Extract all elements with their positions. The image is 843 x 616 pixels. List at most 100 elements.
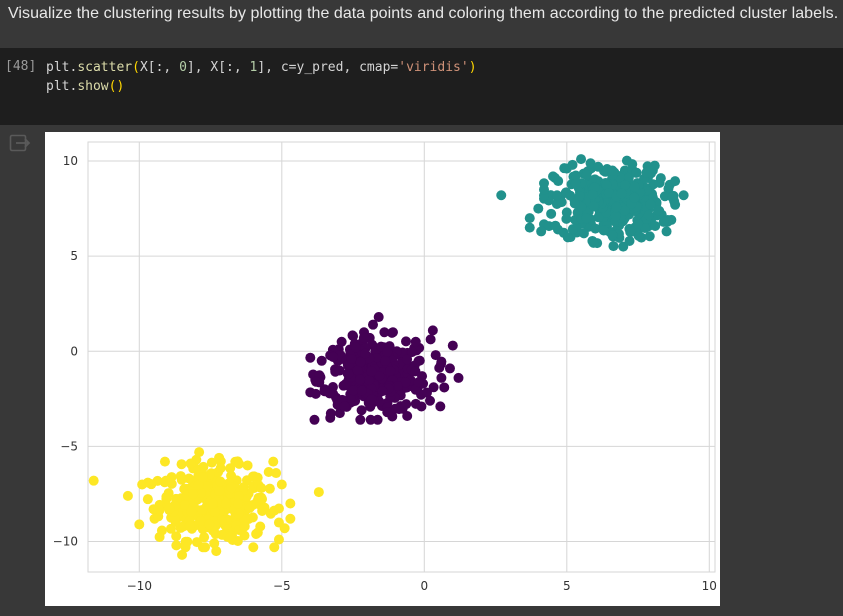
data-point-cluster-0	[316, 355, 327, 366]
plot-frame	[87, 141, 716, 573]
data-point-cluster-1	[607, 165, 618, 176]
data-point-cluster-2	[122, 490, 133, 501]
data-point-cluster-2	[247, 471, 258, 482]
scatter-chart-svg: −10 −5 0 5 10 −10 −5 0 5 10	[53, 141, 717, 593]
data-point-cluster-2	[171, 531, 182, 542]
data-point-cluster-2	[209, 507, 220, 518]
data-point-cluster-2	[206, 457, 217, 468]
data-point-cluster-2	[226, 482, 237, 493]
data-point-cluster-1	[598, 225, 609, 236]
data-point-cluster-1	[616, 188, 627, 199]
y-tick-label: 5	[70, 249, 78, 263]
data-point-cluster-1	[625, 226, 636, 237]
data-point-cluster-0	[358, 332, 369, 343]
data-point-cluster-0	[371, 352, 382, 363]
data-point-cluster-2	[225, 532, 236, 543]
data-point-cluster-2	[263, 467, 274, 478]
data-point-cluster-2	[176, 459, 187, 470]
data-point-cluster-1	[553, 176, 564, 187]
data-point-cluster-0	[402, 354, 413, 365]
data-point-cluster-1	[574, 190, 585, 201]
data-point-cluster-0	[387, 327, 398, 338]
data-point-cluster-2	[221, 498, 232, 509]
data-point-cluster-1	[587, 189, 598, 200]
data-point-cluster-0	[346, 354, 357, 364]
output-redirect-icon[interactable]	[9, 134, 31, 152]
data-point-cluster-1	[645, 199, 656, 210]
data-point-cluster-0	[410, 336, 421, 347]
data-point-cluster-2	[285, 498, 296, 509]
data-point-cluster-2	[171, 540, 182, 551]
data-point-cluster-2	[176, 474, 187, 485]
data-point-cluster-2	[258, 504, 269, 515]
data-point-cluster-0	[401, 336, 412, 347]
data-point-cluster-2	[161, 491, 172, 502]
data-point-cluster-0	[434, 362, 445, 373]
data-point-cluster-1	[611, 202, 622, 213]
x-tick-label: 0	[420, 579, 428, 593]
data-point-cluster-2	[269, 542, 280, 553]
data-point-cluster-0	[377, 386, 388, 397]
scatter-plot: −10 −5 0 5 10 −10 −5 0 5 10	[45, 132, 720, 606]
data-point-cluster-1	[562, 232, 573, 243]
data-point-cluster-2	[215, 463, 226, 474]
data-point-cluster-1	[567, 224, 578, 235]
data-point-cluster-2	[225, 463, 236, 474]
data-point-cluster-1	[546, 208, 557, 219]
data-point-cluster-2	[215, 476, 226, 487]
data-point-cluster-2	[233, 498, 244, 509]
data-point-cluster-1	[539, 184, 549, 195]
data-point-cluster-1	[565, 190, 576, 201]
data-point-cluster-2	[268, 456, 279, 467]
data-point-cluster-0	[336, 336, 347, 347]
data-point-cluster-1	[667, 192, 678, 203]
code-editor[interactable]: plt.scatter(X[:, 0], X[:, 1], c=y_pred, …	[46, 58, 477, 96]
code-line: plt.show()	[46, 79, 125, 94]
data-point-cluster-0	[356, 385, 367, 396]
data-point-cluster-0	[447, 340, 458, 351]
data-point-cluster-0	[430, 350, 441, 361]
data-point-cluster-1	[593, 212, 604, 223]
markdown-text: Visualize the clustering results by plot…	[8, 5, 839, 22]
y-tick-label: 0	[70, 344, 78, 358]
data-point-cluster-0	[414, 355, 425, 366]
data-point-cluster-0	[360, 348, 371, 359]
data-point-cluster-2	[214, 452, 225, 463]
data-point-cluster-2	[161, 475, 172, 486]
data-point-cluster-0	[339, 401, 350, 412]
markdown-cell: Visualize the clustering results by plot…	[0, 0, 843, 48]
data-point-cluster-0	[310, 388, 321, 399]
data-point-cluster-1	[581, 169, 592, 180]
data-point-cluster-0	[311, 376, 321, 387]
code-cell[interactable]: [48] plt.scatter(X[:, 0], X[:, 1], c=y_p…	[0, 48, 843, 125]
data-point-cluster-1	[585, 158, 596, 169]
data-point-cluster-2	[204, 519, 215, 530]
data-point-cluster-2	[251, 528, 262, 539]
data-point-cluster-0	[382, 407, 393, 418]
data-point-cluster-1	[610, 211, 621, 222]
data-point-cluster-0	[372, 414, 383, 425]
data-point-cluster-2	[234, 458, 245, 469]
data-point-cluster-0	[379, 327, 390, 338]
data-point-cluster-2	[148, 504, 159, 515]
data-point-cluster-2	[186, 506, 197, 517]
data-point-cluster-2	[199, 532, 210, 543]
data-point-cluster-2	[185, 458, 196, 469]
data-point-cluster-0	[436, 372, 447, 383]
data-point-cluster-0	[428, 382, 439, 393]
data-point-cluster-0	[427, 325, 438, 336]
data-point-cluster-1	[624, 235, 635, 246]
data-point-cluster-1	[633, 218, 644, 229]
data-point-cluster-1	[608, 241, 619, 252]
data-point-cluster-1	[590, 223, 601, 234]
data-point-cluster-1	[661, 226, 672, 237]
data-point-cluster-2	[271, 468, 282, 479]
data-point-cluster-2	[233, 490, 244, 501]
data-point-cluster-0	[305, 352, 316, 363]
data-point-cluster-0	[355, 356, 366, 367]
data-point-cluster-2	[273, 534, 284, 545]
data-point-cluster-0	[407, 347, 418, 358]
data-point-cluster-2	[164, 503, 175, 514]
data-point-cluster-2	[134, 519, 145, 530]
data-point-cluster-2	[193, 480, 204, 491]
